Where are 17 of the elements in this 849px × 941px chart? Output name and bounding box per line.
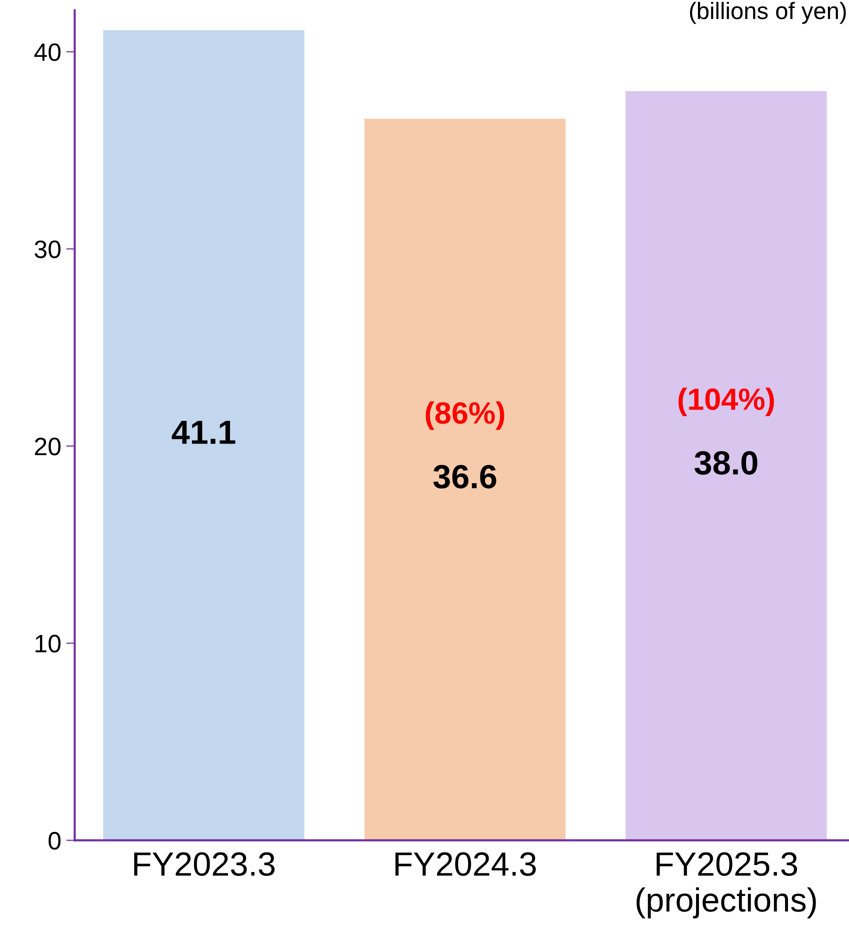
bar	[103, 30, 304, 840]
annotation: (86%)	[426, 401, 504, 430]
bar	[626, 91, 827, 840]
y-tick-label: 40	[34, 43, 61, 62]
y-tick-label: 30	[34, 240, 61, 258]
data-label: 38.0	[694, 451, 758, 475]
x-tick-label: FY2025.3 (projections)	[636, 852, 816, 918]
x-tick-label: FY2024.3	[395, 852, 536, 876]
bar	[364, 118, 566, 840]
annotation: (billions of yen)	[690, 2, 846, 24]
data-label: 41.1	[172, 420, 236, 444]
y-tick-label: 0	[48, 832, 61, 850]
x-tick-label: FY2023.3	[134, 852, 275, 876]
annotation: (104%)	[678, 388, 774, 416]
data-label: 36.6	[433, 464, 496, 489]
y-tick-label: 10	[36, 634, 61, 652]
y-tick-label: 20	[34, 438, 61, 456]
